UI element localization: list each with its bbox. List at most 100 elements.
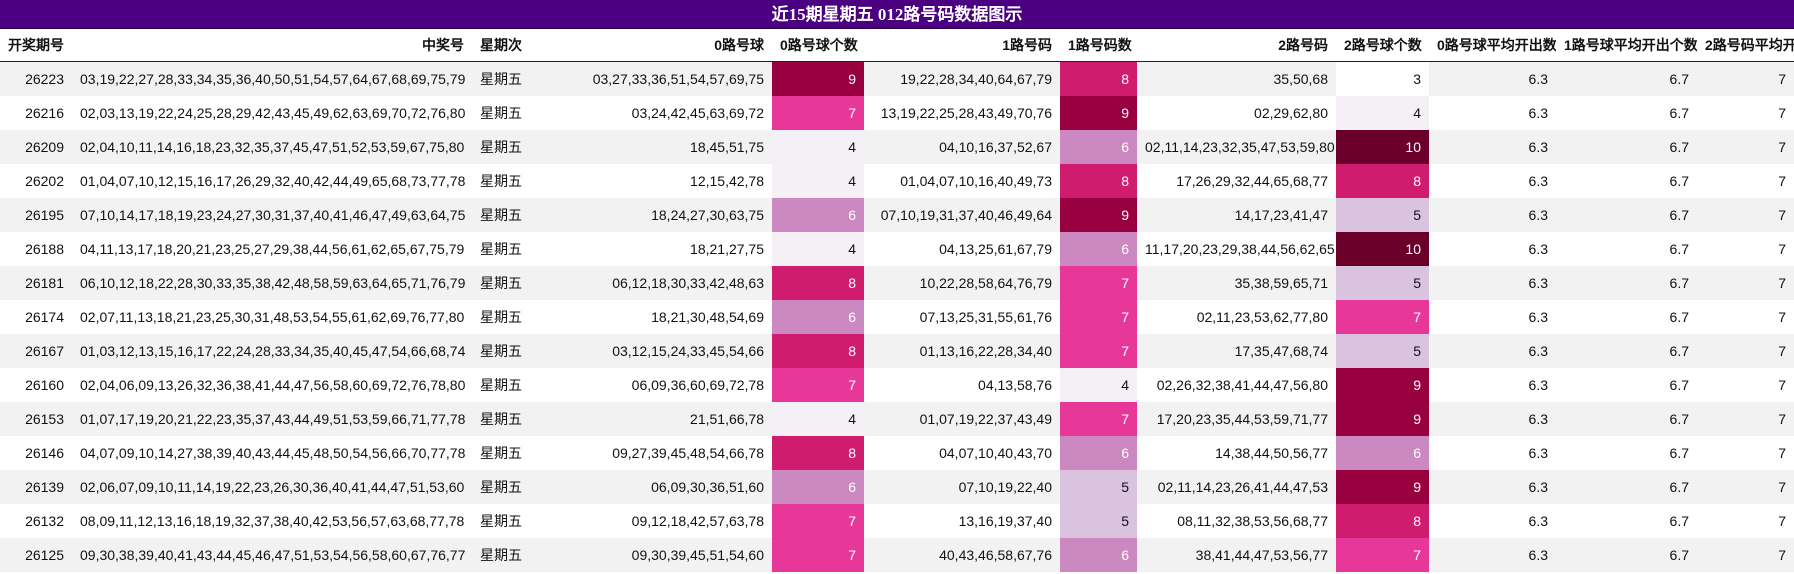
route0-average-cell: 6.3 [1429,299,1556,334]
route0-count-cell: 7 [772,537,864,572]
winning-numbers-cell: 08,09,11,12,13,16,18,19,32,37,38,40,42,5… [72,503,472,538]
route1-count-cell: 4 [1060,367,1137,402]
route1-average-cell: 6.7 [1556,95,1697,130]
table-row: 26160 02,04,06,09,13,26,32,36,38,41,44,47… [0,367,1794,402]
route0-count-cell: 8 [772,333,864,368]
route2-numbers-cell: 02,11,23,53,62,77,80 [1137,299,1336,334]
route1-average-cell: 6.7 [1556,469,1697,504]
winning-numbers-cell: 02,06,07,09,10,11,14,19,22,23,26,30,36,4… [72,469,472,504]
issue-number-cell: 26146 [0,435,72,470]
route0-average-cell: 6.3 [1429,197,1556,232]
weekday-cell: 星期五 [472,469,532,504]
route1-average-cell: 6.7 [1556,265,1697,300]
column-header: 2路号码平均开出个数 [1697,29,1794,62]
winning-numbers-cell: 01,04,07,10,12,15,16,17,26,29,32,40,42,4… [72,163,472,198]
route0-count-cell: 4 [772,129,864,164]
route0-numbers-cell: 09,30,39,45,51,54,60 [532,537,772,572]
table-row: 26209 02,04,10,11,14,16,18,23,32,35,37,45… [0,129,1794,164]
route0-average-cell: 6.3 [1429,265,1556,300]
issue-number-cell: 26153 [0,401,72,436]
route2-numbers-cell: 02,26,32,38,41,44,47,56,80 [1137,367,1336,402]
table-row: 26202 01,04,07,10,12,15,16,17,26,29,32,40… [0,163,1794,198]
route2-numbers-cell: 11,17,20,23,29,38,44,56,62,65 [1137,231,1336,266]
issue-number-cell: 26125 [0,537,72,572]
route1-average-cell: 6.7 [1556,333,1697,368]
column-header: 0路号球个数 [772,29,864,62]
route2-numbers-cell: 17,26,29,32,44,65,68,77 [1137,163,1336,198]
data-table: 开奖期号 中奖号 星期次 0路号球 0路号球个数 1路号码 1路号码数 2路号码… [0,29,1794,572]
weekday-cell: 星期五 [472,435,532,470]
route0-count-cell: 6 [772,197,864,232]
winning-numbers-cell: 02,04,10,11,14,16,18,23,32,35,37,45,47,5… [72,129,472,164]
route0-numbers-cell: 18,21,27,75 [532,231,772,266]
route0-count-cell: 7 [772,503,864,538]
route0-count-cell: 9 [772,61,864,96]
route0-count-cell: 7 [772,367,864,402]
route0-numbers-cell: 03,12,15,24,33,45,54,66 [532,333,772,368]
column-header: 开奖期号 [0,29,72,62]
route0-average-cell: 6.3 [1429,129,1556,164]
route1-numbers-cell: 07,10,19,22,40 [864,469,1060,504]
route0-average-cell: 6.3 [1429,503,1556,538]
route2-average-cell: 7 [1697,469,1794,504]
route2-numbers-cell: 14,38,44,50,56,77 [1137,435,1336,470]
route1-numbers-cell: 19,22,28,34,40,64,67,79 [864,61,1060,96]
route2-count-cell: 10 [1336,129,1429,164]
route2-average-cell: 7 [1697,265,1794,300]
route1-numbers-cell: 13,16,19,37,40 [864,503,1060,538]
route2-numbers-cell: 02,11,14,23,32,35,47,53,59,80 [1137,129,1336,164]
route2-numbers-cell: 02,29,62,80 [1137,95,1336,130]
route2-count-cell: 5 [1336,333,1429,368]
route0-average-cell: 6.3 [1429,333,1556,368]
table-body: 26223 03,19,22,27,28,33,34,35,36,40,50,51… [0,61,1794,572]
weekday-cell: 星期五 [472,503,532,538]
table-row: 26146 04,07,09,10,14,27,38,39,40,43,44,45… [0,435,1794,470]
route1-numbers-cell: 01,13,16,22,28,34,40 [864,333,1060,368]
route0-count-cell: 7 [772,95,864,130]
weekday-cell: 星期五 [472,401,532,436]
route2-average-cell: 7 [1697,503,1794,538]
route1-count-cell: 9 [1060,197,1137,232]
table-row: 26188 04,11,13,17,18,20,21,23,25,27,29,38… [0,231,1794,266]
weekday-cell: 星期五 [472,231,532,266]
route0-average-cell: 6.3 [1429,163,1556,198]
route1-numbers-cell: 04,07,10,40,43,70 [864,435,1060,470]
table-row: 26153 01,07,17,19,20,21,22,23,35,37,43,44… [0,401,1794,436]
route0-average-cell: 6.3 [1429,95,1556,130]
issue-number-cell: 26202 [0,163,72,198]
route2-count-cell: 8 [1336,163,1429,198]
column-header: 2路号码 [1137,29,1336,62]
route1-numbers-cell: 10,22,28,58,64,76,79 [864,265,1060,300]
route2-average-cell: 7 [1697,401,1794,436]
route1-average-cell: 6.7 [1556,197,1697,232]
route0-average-cell: 6.3 [1429,537,1556,572]
route0-average-cell: 6.3 [1429,367,1556,402]
route0-count-cell: 6 [772,299,864,334]
route0-count-cell: 4 [772,231,864,266]
route1-numbers-cell: 40,43,46,58,67,76 [864,537,1060,572]
winning-numbers-cell: 07,10,14,17,18,19,23,24,27,30,31,37,40,4… [72,197,472,232]
winning-numbers-cell: 04,07,09,10,14,27,38,39,40,43,44,45,48,5… [72,435,472,470]
route0-numbers-cell: 03,27,33,36,51,54,57,69,75 [532,61,772,96]
route2-average-cell: 7 [1697,367,1794,402]
winning-numbers-cell: 04,11,13,17,18,20,21,23,25,27,29,38,44,5… [72,231,472,266]
route2-numbers-cell: 35,50,68 [1137,61,1336,96]
route0-numbers-cell: 03,24,42,45,63,69,72 [532,95,772,130]
route1-count-cell: 5 [1060,503,1137,538]
route0-average-cell: 6.3 [1429,401,1556,436]
route1-average-cell: 6.7 [1556,367,1697,402]
issue-number-cell: 26160 [0,367,72,402]
route0-numbers-cell: 18,21,30,48,54,69 [532,299,772,334]
route2-numbers-cell: 02,11,14,23,26,41,44,47,53 [1137,469,1336,504]
route1-count-cell: 7 [1060,265,1137,300]
route2-average-cell: 7 [1697,197,1794,232]
route2-count-cell: 5 [1336,265,1429,300]
table-row: 26167 01,03,12,13,15,16,17,22,24,28,33,34… [0,333,1794,368]
route2-average-cell: 7 [1697,435,1794,470]
route1-numbers-cell: 07,13,25,31,55,61,76 [864,299,1060,334]
column-header: 中奖号 [72,29,472,62]
table-row: 26174 02,07,11,13,18,21,23,25,30,31,48,53… [0,299,1794,334]
route1-count-cell: 7 [1060,333,1137,368]
winning-numbers-cell: 03,19,22,27,28,33,34,35,36,40,50,51,54,5… [72,61,472,96]
